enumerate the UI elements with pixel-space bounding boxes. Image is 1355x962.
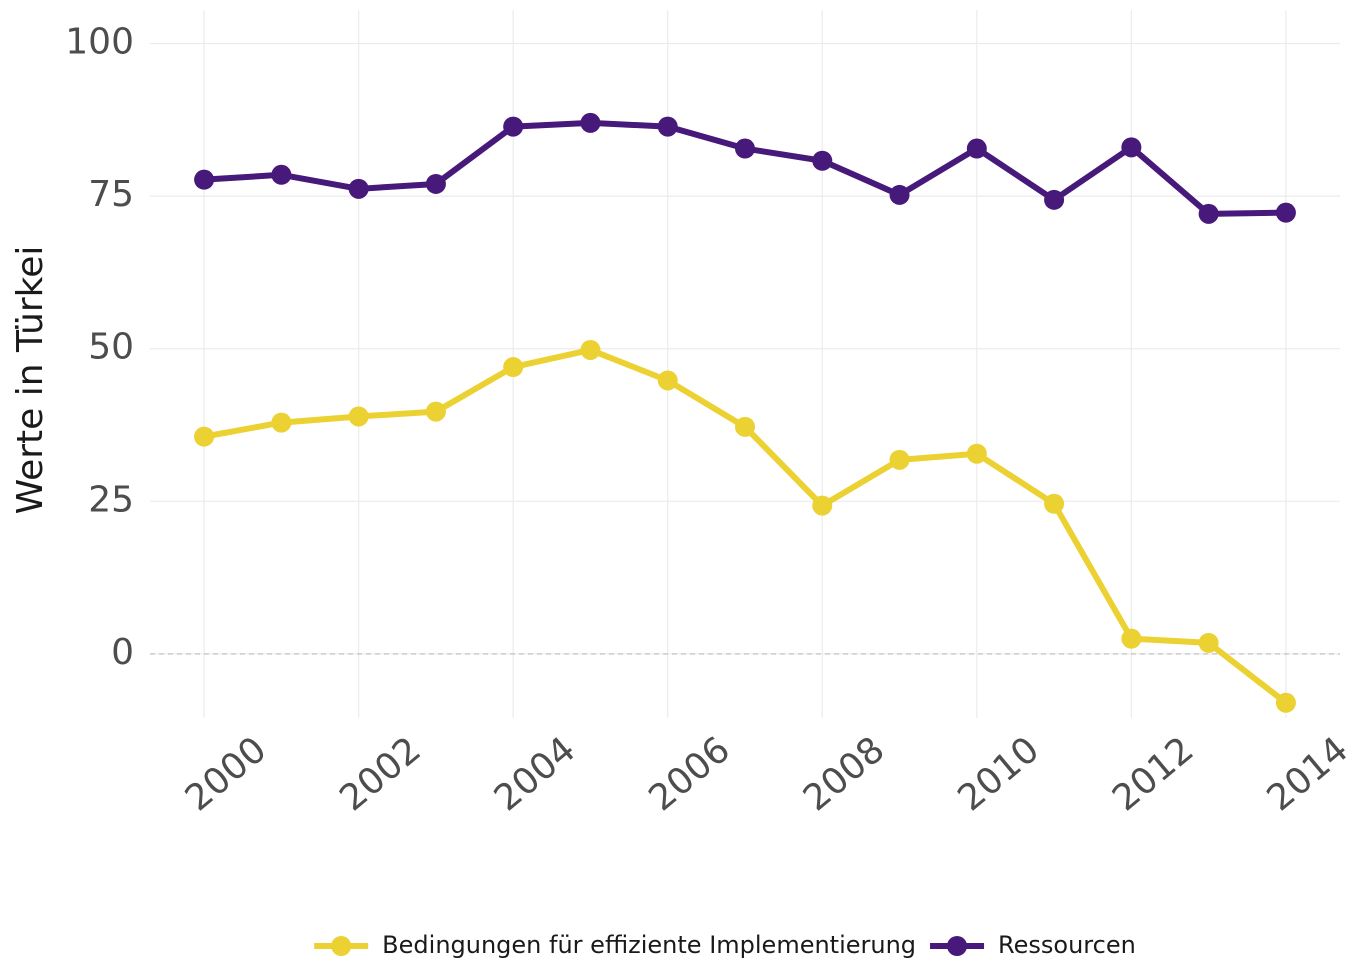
y-axis-title: Werte in Türkei xyxy=(10,246,51,515)
data-point xyxy=(812,495,833,516)
x-tick-label: 2000 xyxy=(178,729,275,819)
data-point xyxy=(1275,692,1296,713)
data-point xyxy=(1198,632,1219,653)
data-point xyxy=(812,150,833,171)
x-tick-label: 2004 xyxy=(487,729,584,819)
x-tick-label: 2012 xyxy=(1105,729,1202,819)
data-point xyxy=(194,169,215,190)
y-tick-label: 100 xyxy=(65,22,134,63)
x-tick-label: 2014 xyxy=(1260,729,1355,819)
x-tick-label: 2010 xyxy=(950,729,1047,819)
data-point xyxy=(194,426,215,447)
series-line xyxy=(203,119,1286,217)
data-point xyxy=(348,178,369,199)
data-point xyxy=(889,449,910,470)
y-tick-label: 0 xyxy=(111,632,134,673)
series-line xyxy=(203,346,1288,706)
legend-key xyxy=(947,936,968,956)
data-point xyxy=(1198,203,1219,224)
data-point xyxy=(271,412,292,433)
data-point xyxy=(348,406,369,427)
data-point xyxy=(889,184,910,205)
data-point xyxy=(1275,202,1296,223)
data-point xyxy=(503,357,524,378)
data-point xyxy=(657,116,678,137)
data-point xyxy=(966,443,987,464)
legend-label: Bedingungen für effiziente Implementieru… xyxy=(382,931,916,959)
y-tick-label: 75 xyxy=(88,174,134,215)
y-tick-label: 50 xyxy=(88,327,134,368)
data-point xyxy=(1044,493,1065,514)
data-point xyxy=(735,138,755,159)
data-point xyxy=(1044,189,1065,210)
data-point xyxy=(966,138,987,159)
data-point xyxy=(425,401,446,422)
x-tick-label: 2006 xyxy=(641,729,738,819)
y-tick-label: 25 xyxy=(88,479,134,520)
data-point xyxy=(1121,628,1142,649)
legend-label: Ressourcen xyxy=(998,931,1136,959)
legend-key xyxy=(331,936,352,956)
legend: Bedingungen für effiziente Implementieru… xyxy=(314,931,1136,959)
data-point xyxy=(735,416,755,437)
data-point xyxy=(503,116,524,137)
data-point xyxy=(1121,137,1142,158)
data-point xyxy=(580,112,601,133)
x-tick-label: 2002 xyxy=(332,729,429,819)
data-point xyxy=(580,339,601,360)
data-point xyxy=(271,164,292,185)
data-point xyxy=(425,173,446,194)
data-point xyxy=(657,370,678,391)
x-tick-label: 2008 xyxy=(796,729,893,819)
